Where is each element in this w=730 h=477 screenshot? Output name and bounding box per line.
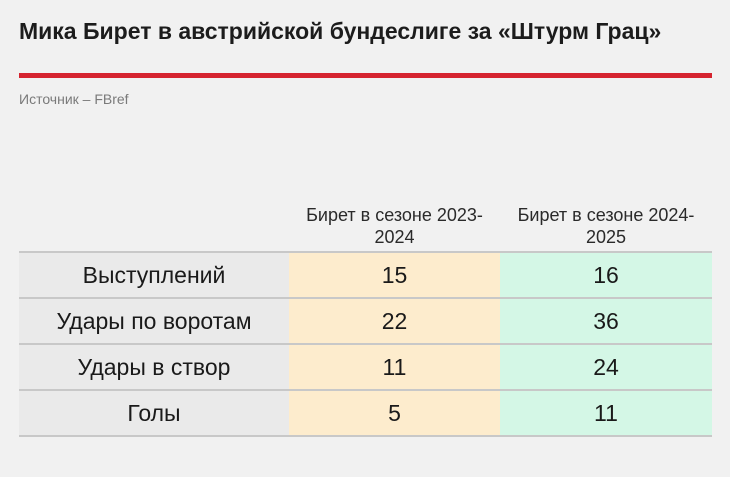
- column-header-2024-2025: Бирет в сезоне 2024-2025: [517, 205, 695, 247]
- row-label: Выступлений: [19, 253, 289, 297]
- table-body: Выступлений 15 16 Удары по воротам 22 36…: [19, 251, 712, 437]
- column-header-2023-2024: Бирет в сезоне 2023-2024: [306, 205, 483, 247]
- row-label: Удары по воротам: [19, 299, 289, 343]
- row-label: Удары в створ: [19, 345, 289, 389]
- value-cell-2023-2024: 15: [289, 253, 500, 297]
- value-cell-2024-2025: 24: [500, 345, 712, 389]
- table-row: Голы 5 11: [19, 391, 712, 437]
- value-cell-2024-2025: 16: [500, 253, 712, 297]
- stats-table: Бирет в сезоне 2023-2024 Бирет в сезоне …: [19, 201, 712, 437]
- table-row: Удары по воротам 22 36: [19, 299, 712, 345]
- value-cell-2023-2024: 22: [289, 299, 500, 343]
- page-title: Мика Бирет в австрийской бундеслиге за «…: [19, 18, 662, 44]
- row-label: Голы: [19, 391, 289, 435]
- value-cell-2024-2025: 36: [500, 299, 712, 343]
- title-rule: [19, 73, 712, 78]
- value-cell-2023-2024: 11: [289, 345, 500, 389]
- table-row: Удары в створ 11 24: [19, 345, 712, 391]
- source-note: Источник – FBref: [19, 91, 129, 107]
- header-stub: [19, 201, 289, 251]
- value-cell-2024-2025: 11: [500, 391, 712, 435]
- value-cell-2023-2024: 5: [289, 391, 500, 435]
- table-row: Выступлений 15 16: [19, 253, 712, 299]
- table-header: Бирет в сезоне 2023-2024 Бирет в сезоне …: [19, 201, 712, 251]
